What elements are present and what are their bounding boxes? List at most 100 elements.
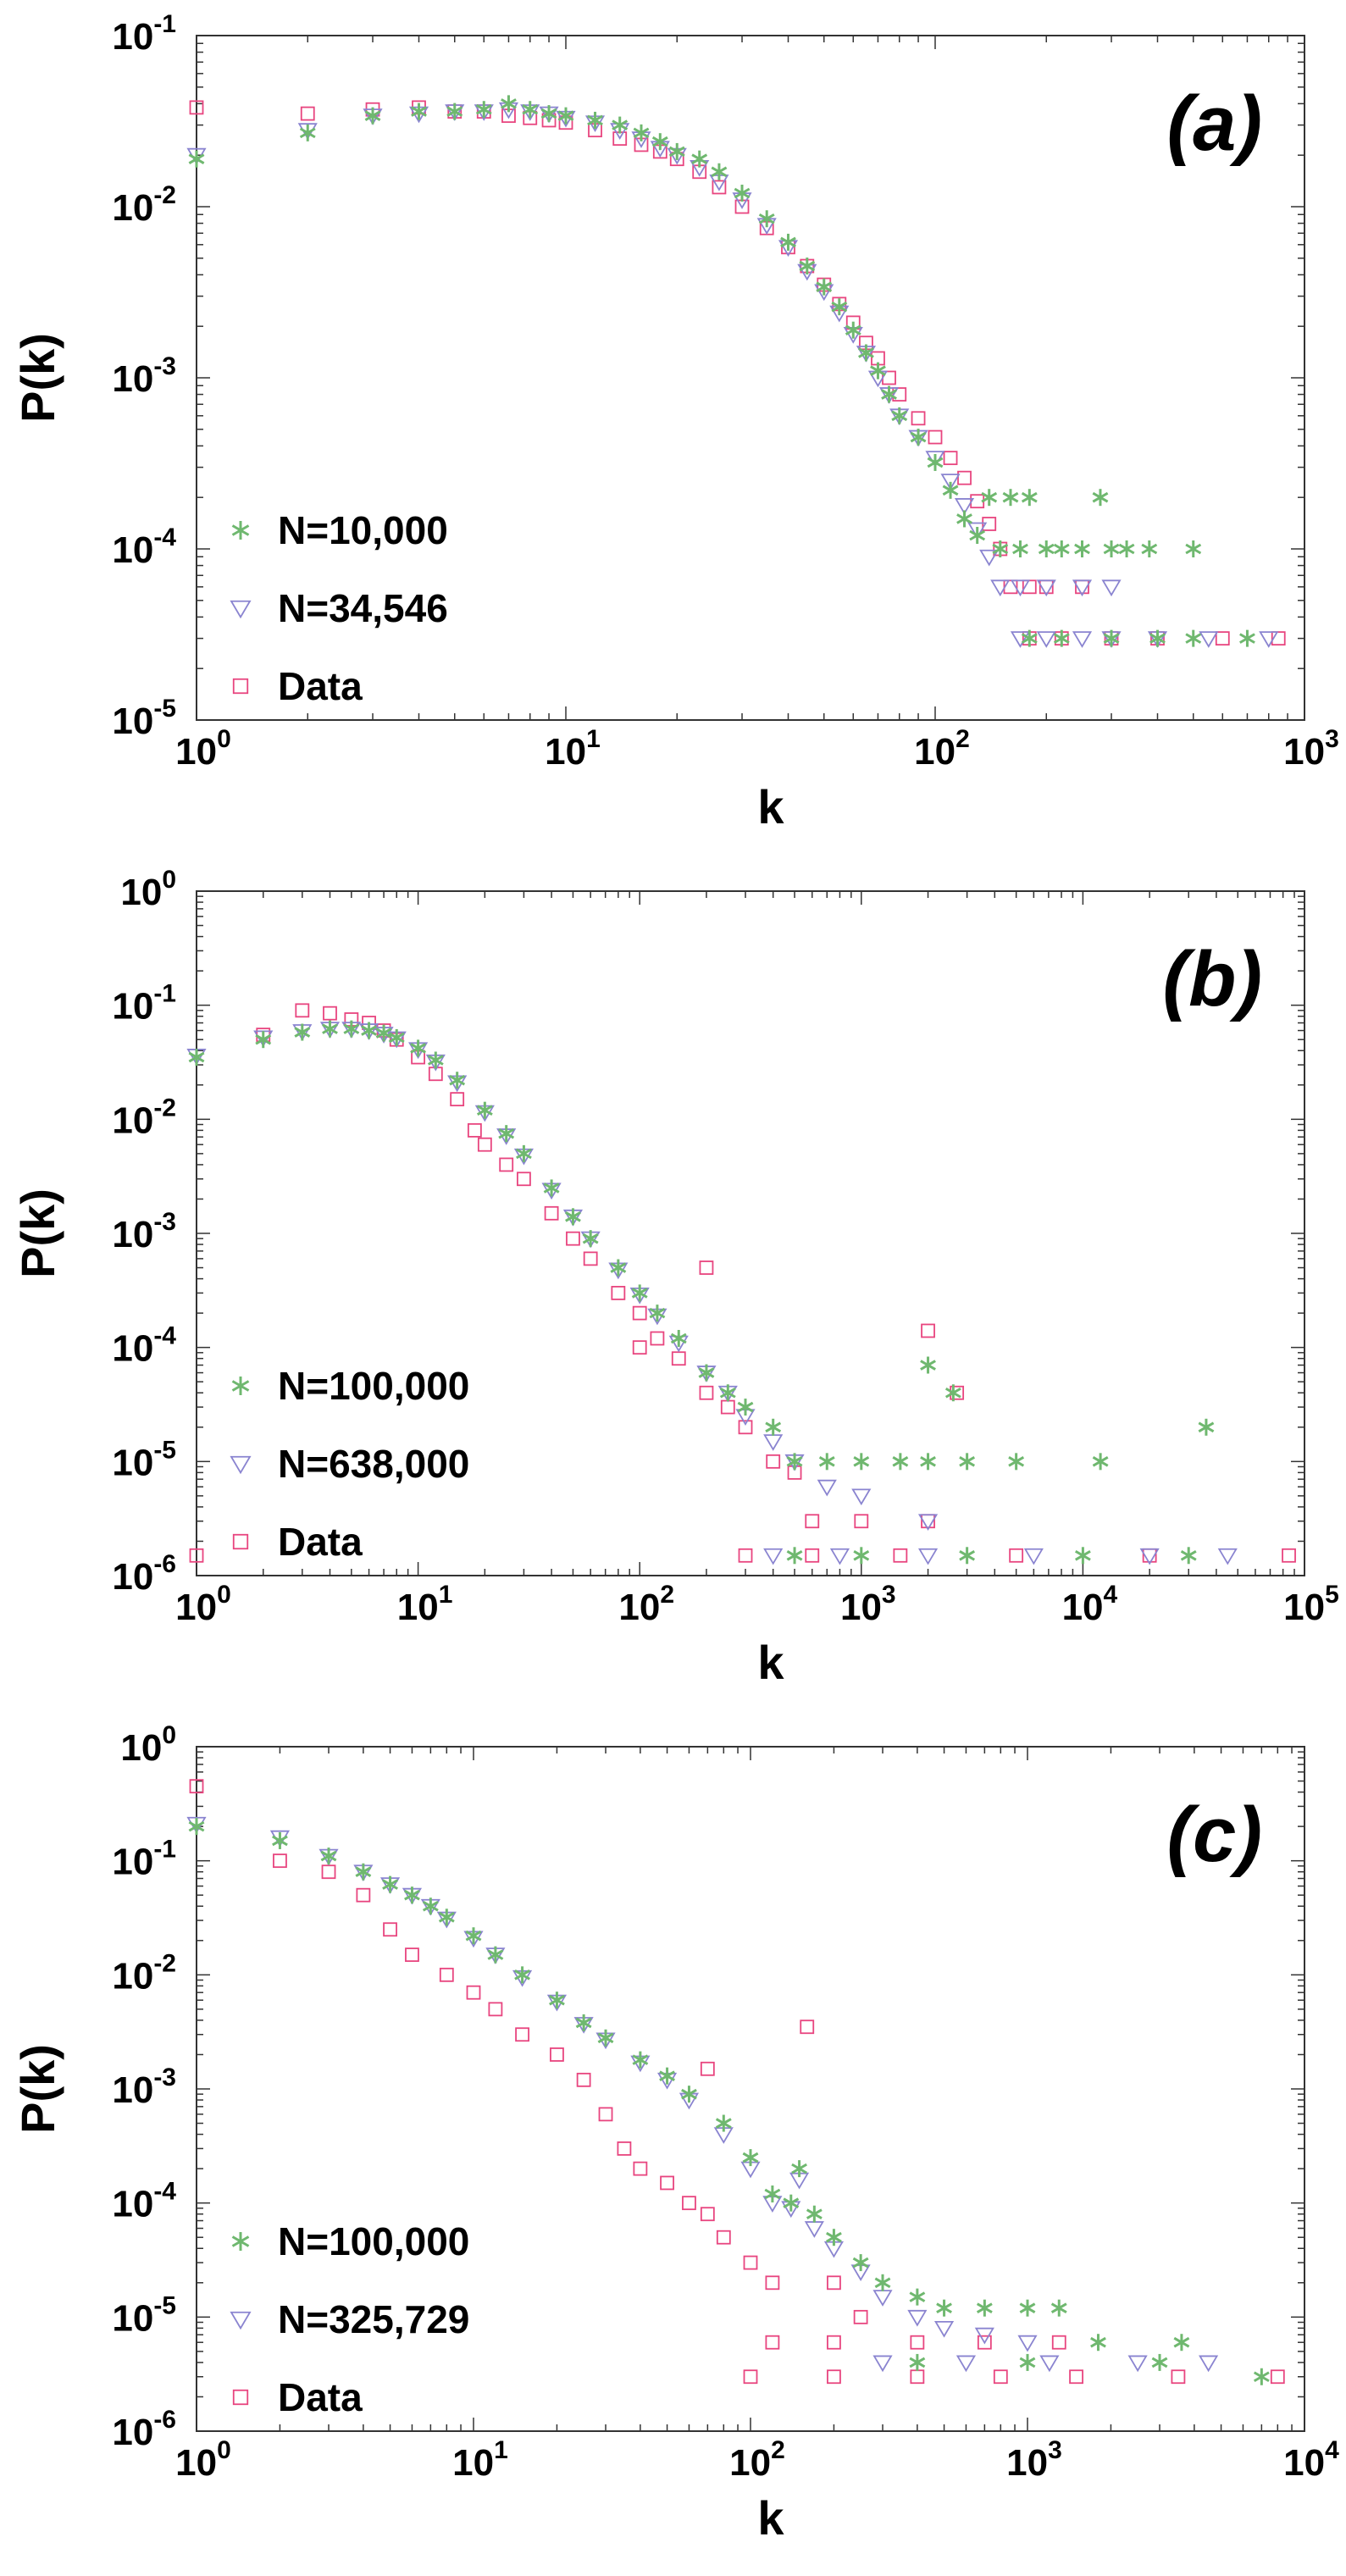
data-point [501,95,517,113]
data-point [188,150,205,168]
x-tick-label: 104 [1062,1581,1118,1628]
legend-label: N=100,000 [278,1364,469,1408]
data-point [1036,631,1056,648]
data-point [907,2309,928,2327]
data-point [411,102,427,120]
data-point [557,107,574,125]
data-point [942,481,959,499]
data-point [189,1779,204,1794]
data-point [1118,540,1135,557]
data-point [612,116,629,134]
data-point [699,1385,714,1400]
data-point [1010,631,1031,648]
data-point [716,2230,731,2245]
y-tick-label: 10-6 [112,2406,176,2453]
data-point [575,2014,592,2031]
data-point [1090,2334,1106,2352]
data-point [364,107,381,125]
data-point [1019,2299,1036,2317]
data-point [827,2335,841,2350]
data-point [791,2160,807,2178]
data-point [920,1453,936,1471]
data-point [1008,1453,1025,1471]
data-point [295,1003,310,1018]
data-point [272,1831,288,1849]
data-point [917,1514,939,1532]
data-point [273,1853,287,1869]
data-point [522,101,539,119]
data-point [1149,629,1166,647]
data-point [487,1946,504,1964]
legend-marker [231,521,250,540]
legend-marker [230,1455,252,1475]
data-point [649,1305,666,1322]
legend-marker [231,1377,250,1395]
data-point [874,2274,891,2291]
data-point [827,2369,841,2385]
data-point [817,1479,837,1497]
data-point [565,1208,581,1226]
data-point [1103,629,1120,647]
data-point [783,2194,800,2212]
data-point [382,1875,398,1893]
data-point [597,2029,614,2047]
y-tick-label: 10-2 [112,1094,176,1141]
data-point [893,1548,908,1563]
y-tick-label: 10-5 [112,2291,176,2339]
data-point [909,2353,926,2371]
axis-ticks [196,1747,1304,2432]
x-axis-label: k [757,780,784,834]
data-point [633,2161,648,2176]
y-tick-label: 10-3 [112,352,176,400]
data-point [422,1897,439,1915]
data-point [449,1072,466,1089]
data-point [255,1031,272,1049]
legend: N=100,000 N=325,729 Data [230,2219,469,2419]
legend-marker [232,678,249,695]
data-point [498,1125,515,1143]
data-point [188,1049,205,1066]
data-point [670,1330,687,1348]
x-tick-label: 101 [452,2436,508,2484]
legend-marker [232,2389,249,2406]
data-point [1072,631,1093,648]
data-point [294,1023,311,1041]
data-point [576,2072,591,2087]
chart-panel-1: 100 101 102 103 104 105 10-6 10-5 10-4 10-3 10-2 10… [11,866,1339,1689]
data-point [742,2149,759,2167]
y-tick-label: 10-4 [112,524,176,571]
data-point [712,180,727,195]
data-point [990,579,1011,597]
legend: N=100,000 N=638,000 Data [230,1364,469,1564]
data-point [611,1286,626,1300]
x-axis-label: k [757,1636,784,1689]
data-point [598,2107,613,2122]
data-point [320,1848,337,1865]
data-point [1141,540,1158,557]
data-point [1103,540,1120,557]
y-tick-label: 10-2 [112,181,176,229]
data-point [993,2369,1008,2385]
data-point [1002,489,1019,507]
data-point [1019,2353,1036,2371]
data-point [682,2196,696,2211]
legend: N=10,000 N=34,546 Data [230,508,448,708]
data-point [765,2335,780,2350]
data-point [388,1028,405,1046]
data-point [1180,1547,1197,1565]
data-point [992,540,1009,557]
data-point [465,1927,482,1945]
chart-panel-0: 100 101 102 103 10-5 10-4 10-3 10-2 10-1 k P(k) (a)… [11,10,1339,834]
data-point [910,2335,925,2350]
data-point [321,1864,336,1880]
data-point [853,2309,868,2324]
data-point [780,233,796,251]
data-point [681,2086,697,2103]
data-point [477,1137,492,1152]
data-point [800,2019,815,2035]
data-point [550,2047,564,2062]
data-point [700,2207,715,2222]
data-point [544,1205,559,1221]
data-point [1198,1418,1215,1436]
data-point [933,2320,955,2338]
